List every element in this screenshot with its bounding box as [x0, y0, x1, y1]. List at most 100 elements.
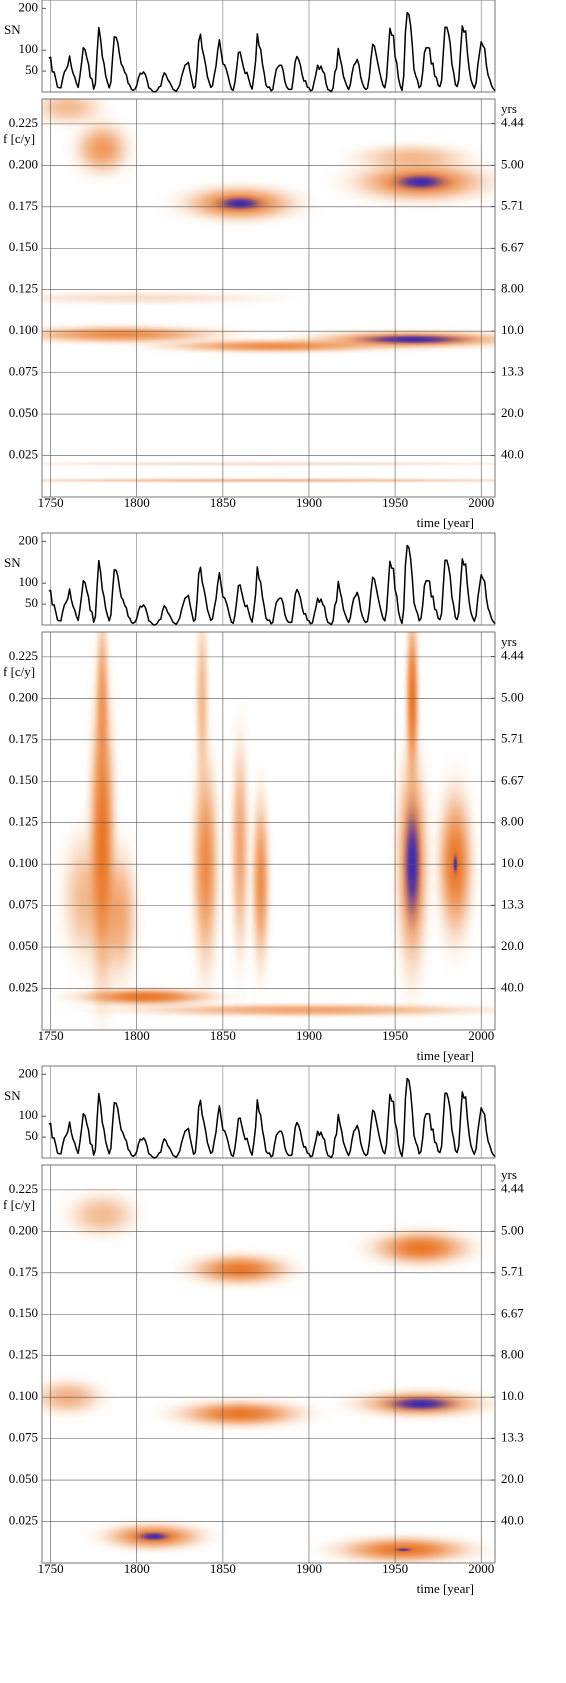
spectral-blob-core: [373, 336, 452, 343]
y-tick-label: 0.150: [9, 239, 38, 254]
y-tick-label: 0.125: [9, 814, 38, 829]
spectral-blob: [93, 990, 198, 1004]
y2-tick-label: 6.67: [501, 1305, 524, 1320]
sn-frame: [41, 1065, 496, 1159]
spectral-blob: [42, 462, 490, 466]
x-tick-label: 2000: [468, 1561, 494, 1576]
y2-tick-label: 5.00: [501, 1222, 524, 1237]
y2-axis-label: yrs: [501, 1167, 517, 1182]
y2-tick-label: 20.0: [501, 938, 524, 953]
spectral-blob-core: [401, 176, 441, 188]
heatmap-frame: [41, 1164, 496, 1564]
sn-tick-label: 200: [19, 0, 39, 14]
x-tick-label: 1750: [38, 495, 64, 510]
y-tick-label: 0.075: [9, 1430, 38, 1445]
y2-tick-label: 10.0: [501, 1388, 524, 1403]
x-tick-label: 1850: [210, 1028, 236, 1043]
y-tick-label: 0.025: [9, 447, 38, 462]
spectral-blob-core: [223, 198, 257, 209]
spectral-blob: [42, 99, 94, 121]
y-tick-label: 0.100: [9, 855, 38, 870]
panel: 50 100 200 SN 0.025 0.050 0.075 0.100 0.125 0.150…: [3, 1065, 524, 1596]
spectral-blob: [191, 1403, 289, 1424]
x-tick-label: 2000: [468, 495, 494, 510]
panel: 50 100 200 SN 0.025 0.050 0.075 0.100 0.125 0.150…: [3, 0, 524, 530]
y2-tick-label: 5.71: [501, 198, 524, 213]
y2-tick-label: 10.0: [501, 322, 524, 337]
spectral-blob: [67, 847, 103, 948]
y-tick-label: 0.200: [9, 1222, 38, 1237]
x-tick-label: 1800: [124, 495, 150, 510]
y2-tick-label: 40.0: [501, 980, 524, 995]
y-tick-label: 0.150: [9, 772, 38, 787]
y2-tick-label: 8.00: [501, 281, 524, 296]
y2-tick-label: 6.67: [501, 239, 524, 254]
y2-tick-label: 20.0: [501, 1471, 524, 1486]
spectral-blob: [369, 147, 456, 167]
sunspot-line: [48, 11, 496, 93]
y2-tick-label: 5.71: [501, 731, 524, 746]
spectral-blob: [105, 864, 134, 964]
y-tick-label: 0.075: [9, 897, 38, 912]
y2-tick-label: 20.0: [501, 405, 524, 420]
y2-tick-label: 8.00: [501, 814, 524, 829]
x-tick-label: 1950: [382, 495, 408, 510]
y2-tick-label: 4.44: [501, 114, 524, 129]
sn-tick-label: 100: [19, 41, 39, 56]
y-tick-label: 0.175: [9, 731, 38, 746]
x-tick-label: 1800: [124, 1561, 150, 1576]
sn-axis-label: SN: [4, 555, 21, 570]
x-tick-label: 1850: [210, 495, 236, 510]
y-tick-label: 0.075: [9, 364, 38, 379]
y-axis-label: f [c/y]: [3, 664, 35, 679]
y-tick-label: 0.025: [9, 980, 38, 995]
y2-tick-label: 40.0: [501, 1513, 524, 1528]
sn-axis-label: SN: [4, 22, 21, 37]
y-tick-label: 0.225: [9, 648, 38, 663]
y2-axis-label: yrs: [501, 101, 517, 116]
sunspot-line: [48, 1077, 496, 1159]
sn-tick-label: 50: [25, 62, 38, 77]
sn-tick-label: 100: [19, 1107, 39, 1122]
y-tick-label: 0.100: [9, 1388, 38, 1403]
x-tick-label: 1950: [382, 1561, 408, 1576]
x-tick-label: 2000: [468, 1028, 494, 1043]
y-tick-label: 0.050: [9, 938, 38, 953]
spectral-blob-core: [397, 1548, 411, 1551]
sn-frame: [41, 532, 496, 626]
spectral-blob: [233, 764, 247, 931]
x-tick-label: 1750: [38, 1561, 64, 1576]
y-tick-label: 0.200: [9, 156, 38, 171]
y2-tick-label: 5.71: [501, 1264, 524, 1279]
spectral-blob: [42, 478, 490, 483]
y2-tick-label: 10.0: [501, 855, 524, 870]
y-tick-label: 0.050: [9, 1471, 38, 1486]
y2-tick-label: 8.00: [501, 1347, 524, 1362]
y-tick-label: 0.025: [9, 1513, 38, 1528]
x-tick-label: 1900: [296, 1561, 322, 1576]
y2-axis-label: yrs: [501, 634, 517, 649]
heatmap-frame: [41, 98, 496, 498]
y2-tick-label: 5.00: [501, 689, 524, 704]
y2-tick-label: 13.3: [501, 363, 524, 378]
sn-frame: [41, 0, 496, 93]
sn-tick-label: 200: [19, 1065, 39, 1080]
y-tick-label: 0.150: [9, 1305, 38, 1320]
spectral-blob: [188, 341, 361, 352]
spectral-blob-core: [142, 1533, 166, 1540]
sn-tick-label: 200: [19, 532, 39, 547]
y2-tick-label: 13.3: [501, 1429, 524, 1444]
x-tick-label: 1900: [296, 495, 322, 510]
y2-tick-label: 5.00: [501, 156, 524, 171]
panel: 50 100 200 SN 0.025 0.050 0.075 0.100 0.125 0.150…: [3, 532, 524, 1063]
sn-tick-label: 50: [25, 1128, 38, 1143]
y-axis-label: f [c/y]: [3, 131, 35, 146]
x-tick-label: 1800: [124, 1028, 150, 1043]
y2-tick-label: 4.44: [501, 647, 524, 662]
y2-tick-label: 6.67: [501, 772, 524, 787]
y-tick-label: 0.225: [9, 1181, 38, 1196]
spectral-blob: [81, 128, 123, 169]
y-tick-label: 0.200: [9, 689, 38, 704]
x-axis-label: time [year]: [417, 1581, 474, 1596]
